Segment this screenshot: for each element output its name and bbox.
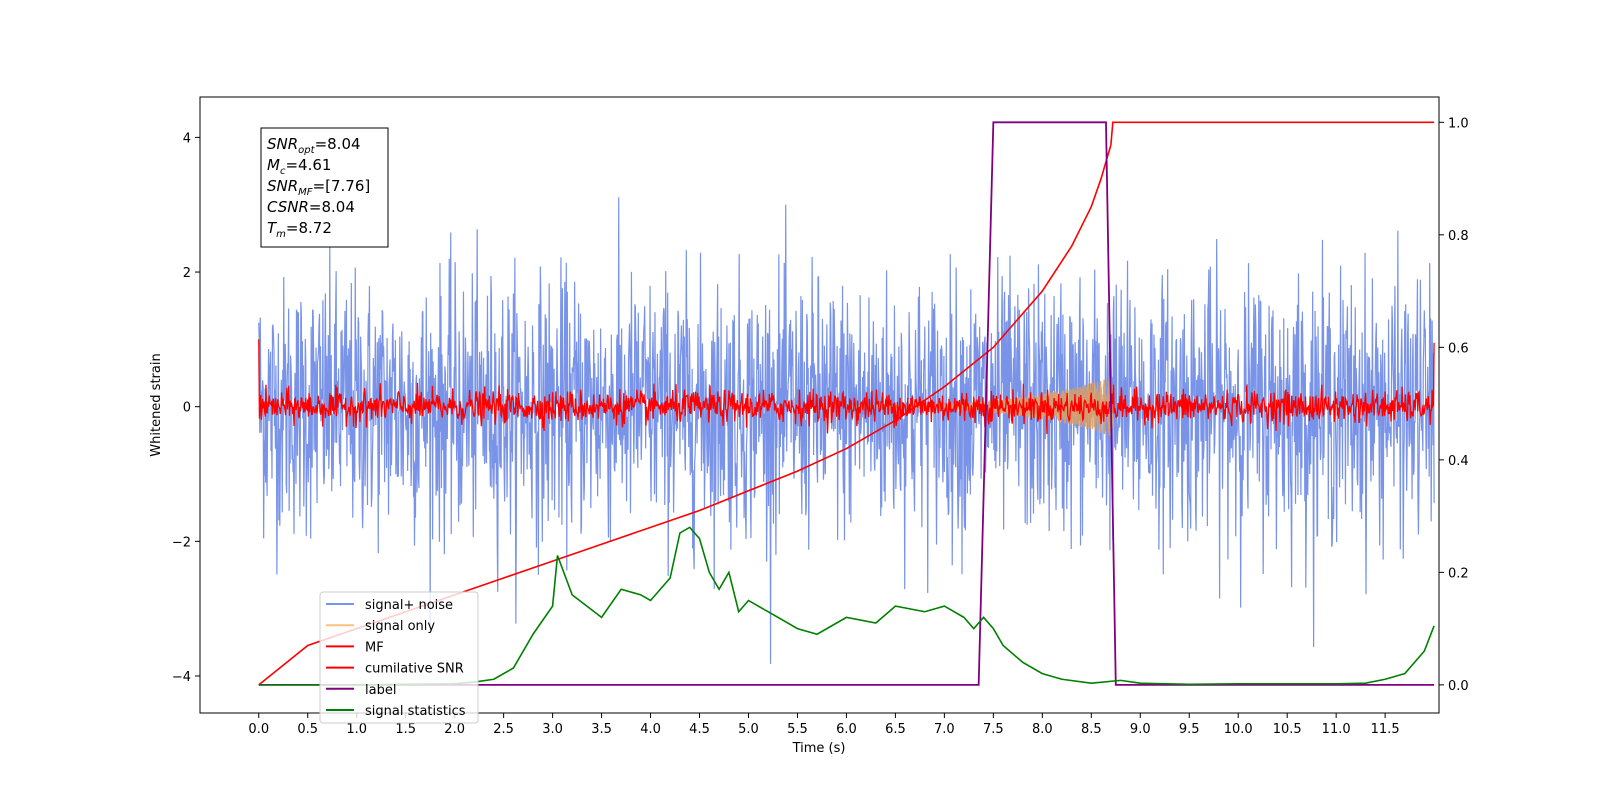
x-axis-label: Time (s) xyxy=(792,741,846,756)
x-tick-label: 6.0 xyxy=(836,722,857,737)
legend-label: signal statistics xyxy=(365,704,466,719)
x-tick-label: 9.5 xyxy=(1179,722,1200,737)
legend: signal+ noise signal only MF cumilative SNR… xyxy=(319,591,479,724)
x-tick-label: 10.5 xyxy=(1273,722,1302,737)
legend-label: signal+ noise xyxy=(365,598,453,613)
series-signal-statistics xyxy=(258,526,1435,686)
annotation-line: SNRopt=8.04 xyxy=(267,135,361,156)
x-tick-label: 11.5 xyxy=(1371,722,1400,737)
legend-label: label xyxy=(365,683,396,698)
annotation-frame xyxy=(260,127,389,248)
x-tick-label: 1.0 xyxy=(346,722,367,737)
series-signal-noise xyxy=(258,197,1435,664)
legend-label: cumilative SNR xyxy=(365,662,464,677)
annotation-line: CSNR=8.04 xyxy=(267,198,355,216)
x-tick-label: 8.5 xyxy=(1081,722,1102,737)
y-ticks-right: 1.0 0.8 0.6 0.4 0.2 0.0 xyxy=(1439,116,1469,694)
x-tick-label: 2.5 xyxy=(493,722,514,737)
y-right-tick-label: 0.0 xyxy=(1448,679,1469,694)
y-right-tick-label: 0.4 xyxy=(1448,454,1469,469)
x-tick-label: 4.0 xyxy=(640,722,661,737)
y-left-tick-label: 2 xyxy=(183,266,191,281)
series-mf xyxy=(258,339,1435,435)
x-tick-label: 0.0 xyxy=(248,722,269,737)
x-tick-label: 9.0 xyxy=(1130,722,1151,737)
x-tick-label: 5.5 xyxy=(787,722,808,737)
x-tick-label: 5.0 xyxy=(738,722,759,737)
y-right-tick-label: 0.6 xyxy=(1448,341,1469,356)
series-label xyxy=(258,121,1435,686)
annotation-line: SNRMF=[7.76] xyxy=(267,177,370,198)
y-left-tick-label: −2 xyxy=(172,535,191,550)
x-tick-label: 0.5 xyxy=(297,722,318,737)
x-tick-label: 2.0 xyxy=(444,722,465,737)
y-left-tick-label: 0 xyxy=(183,401,191,416)
x-tick-label: 4.5 xyxy=(689,722,710,737)
x-ticks: 0.0 0.5 1.0 1.5 2.0 2.5 3.0 3.5 4.0 4.5 5.0 5.5 6.0 6… xyxy=(248,713,1400,737)
plot-frame xyxy=(199,96,1440,714)
x-tick-label: 11.0 xyxy=(1322,722,1351,737)
x-tick-label: 7.0 xyxy=(934,722,955,737)
y-left-tick-label: −4 xyxy=(172,670,191,685)
y-right-tick-label: 0.8 xyxy=(1448,229,1469,244)
annotation-line: Mc=4.61 xyxy=(267,156,331,177)
legend-frame xyxy=(319,591,479,724)
y-right-tick-label: 0.2 xyxy=(1448,566,1469,581)
legend-label: MF xyxy=(365,640,384,655)
y-right-tick-label: 1.0 xyxy=(1448,116,1469,131)
annotation-line: Tm=8.72 xyxy=(267,219,332,240)
y-left-tick-label: 4 xyxy=(183,131,191,146)
x-tick-label: 3.0 xyxy=(542,722,563,737)
x-tick-label: 3.5 xyxy=(591,722,612,737)
y-ticks-left: 4 2 0 −2 −4 xyxy=(172,131,200,685)
y-axis-label: Whitened strain xyxy=(149,353,164,456)
x-tick-label: 1.5 xyxy=(395,722,416,737)
x-tick-label: 10.0 xyxy=(1224,722,1253,737)
x-tick-label: 6.5 xyxy=(885,722,906,737)
legend-label: signal only xyxy=(365,619,435,634)
x-tick-label: 7.5 xyxy=(983,722,1004,737)
x-tick-label: 8.0 xyxy=(1032,722,1053,737)
